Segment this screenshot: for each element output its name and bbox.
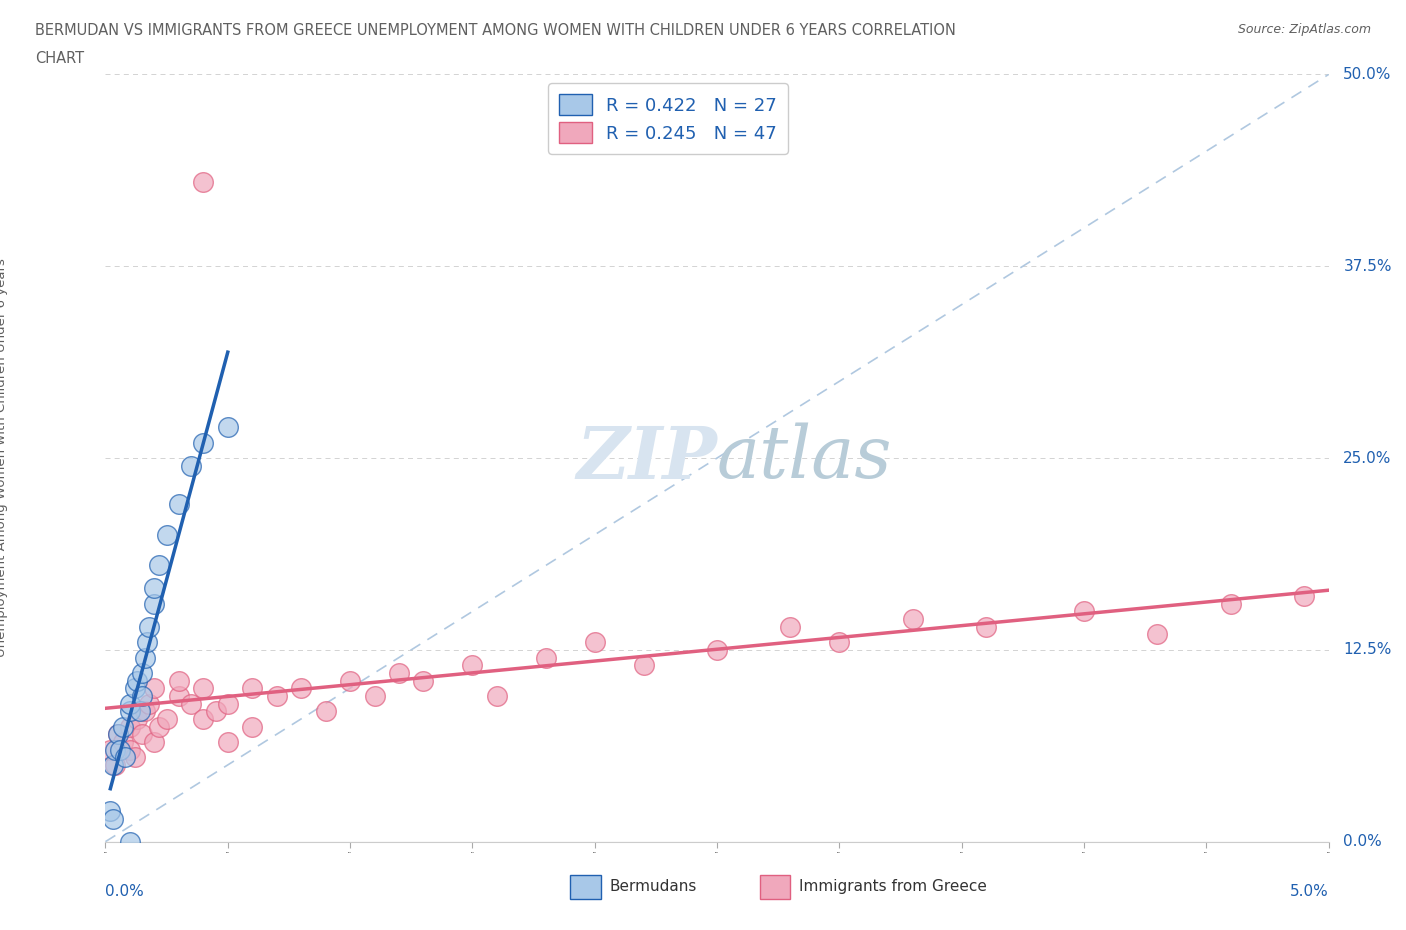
Point [240,719,263,734]
Point [217,420,239,435]
Point [134,650,156,665]
FancyBboxPatch shape [571,874,600,899]
Text: ZIP: ZIP [576,422,717,494]
Point [363,688,385,703]
Point [124,750,146,764]
Point [485,688,508,703]
Text: Immigrants from Greece: Immigrants from Greece [799,880,987,895]
Point [107,727,129,742]
Point [101,757,124,772]
Text: 5.0%: 5.0% [1289,884,1329,899]
Point [143,596,166,611]
Point [901,612,924,627]
Text: BERMUDAN VS IMMIGRANTS FROM GREECE UNEMPLOYMENT AMONG WOMEN WITH CHILDREN UNDER : BERMUDAN VS IMMIGRANTS FROM GREECE UNEMP… [35,23,956,38]
Point [104,757,127,772]
Point [138,696,160,711]
Point [633,658,655,672]
Point [131,727,153,742]
Point [193,681,215,696]
Point [339,673,361,688]
Point [974,619,997,634]
Point [167,673,190,688]
Point [240,681,263,696]
Text: CHART: CHART [35,51,84,66]
Text: 50.0%: 50.0% [1343,67,1392,82]
Point [534,650,557,665]
Point [583,634,606,649]
Point [828,634,851,649]
Point [104,742,127,757]
Text: Source: ZipAtlas.com: Source: ZipAtlas.com [1237,23,1371,36]
Point [136,634,159,649]
Point [155,711,177,726]
Text: 0.0%: 0.0% [1343,834,1382,849]
Point [128,704,150,719]
Point [107,727,129,742]
Point [315,704,337,719]
Point [193,175,215,190]
Point [111,735,134,750]
Point [101,811,124,826]
Point [1146,627,1168,642]
Point [193,435,215,450]
Point [131,666,153,681]
Point [706,643,728,658]
Point [155,527,177,542]
Text: 37.5%: 37.5% [1343,259,1392,273]
Text: 0.0%: 0.0% [105,884,145,899]
Point [134,704,156,719]
Point [180,696,202,711]
Point [779,619,801,634]
Point [266,688,288,703]
Point [118,834,141,849]
Point [148,558,170,573]
Point [111,719,134,734]
Point [193,711,215,726]
FancyBboxPatch shape [759,874,790,899]
Point [148,719,170,734]
Point [1294,589,1316,604]
Point [118,696,141,711]
Point [180,458,202,473]
Point [1073,604,1095,619]
Text: 12.5%: 12.5% [1343,643,1392,658]
Point [138,619,160,634]
Point [114,750,136,764]
Point [98,804,121,818]
Point [143,681,166,696]
Point [461,658,484,672]
Point [118,742,141,757]
Point [167,497,190,512]
Point [204,704,226,719]
Point [131,688,153,703]
Point [217,696,239,711]
Point [290,681,312,696]
Point [127,673,149,688]
Text: atlas: atlas [717,423,893,493]
Point [167,688,190,703]
Point [1219,596,1241,611]
Point [143,735,166,750]
Point [143,581,166,596]
Point [98,742,121,757]
Legend: R = 0.422   N = 27, R = 0.245   N = 47: R = 0.422 N = 27, R = 0.245 N = 47 [548,84,787,154]
Text: Unemployment Among Women with Children Under 6 years: Unemployment Among Women with Children U… [0,259,8,658]
Text: Bermudans: Bermudans [609,880,697,895]
Point [127,711,149,726]
Point [412,673,434,688]
Text: 25.0%: 25.0% [1343,450,1392,466]
Point [108,742,131,757]
Point [388,666,411,681]
Point [124,681,146,696]
Point [118,704,141,719]
Point [118,719,141,734]
Point [217,735,239,750]
